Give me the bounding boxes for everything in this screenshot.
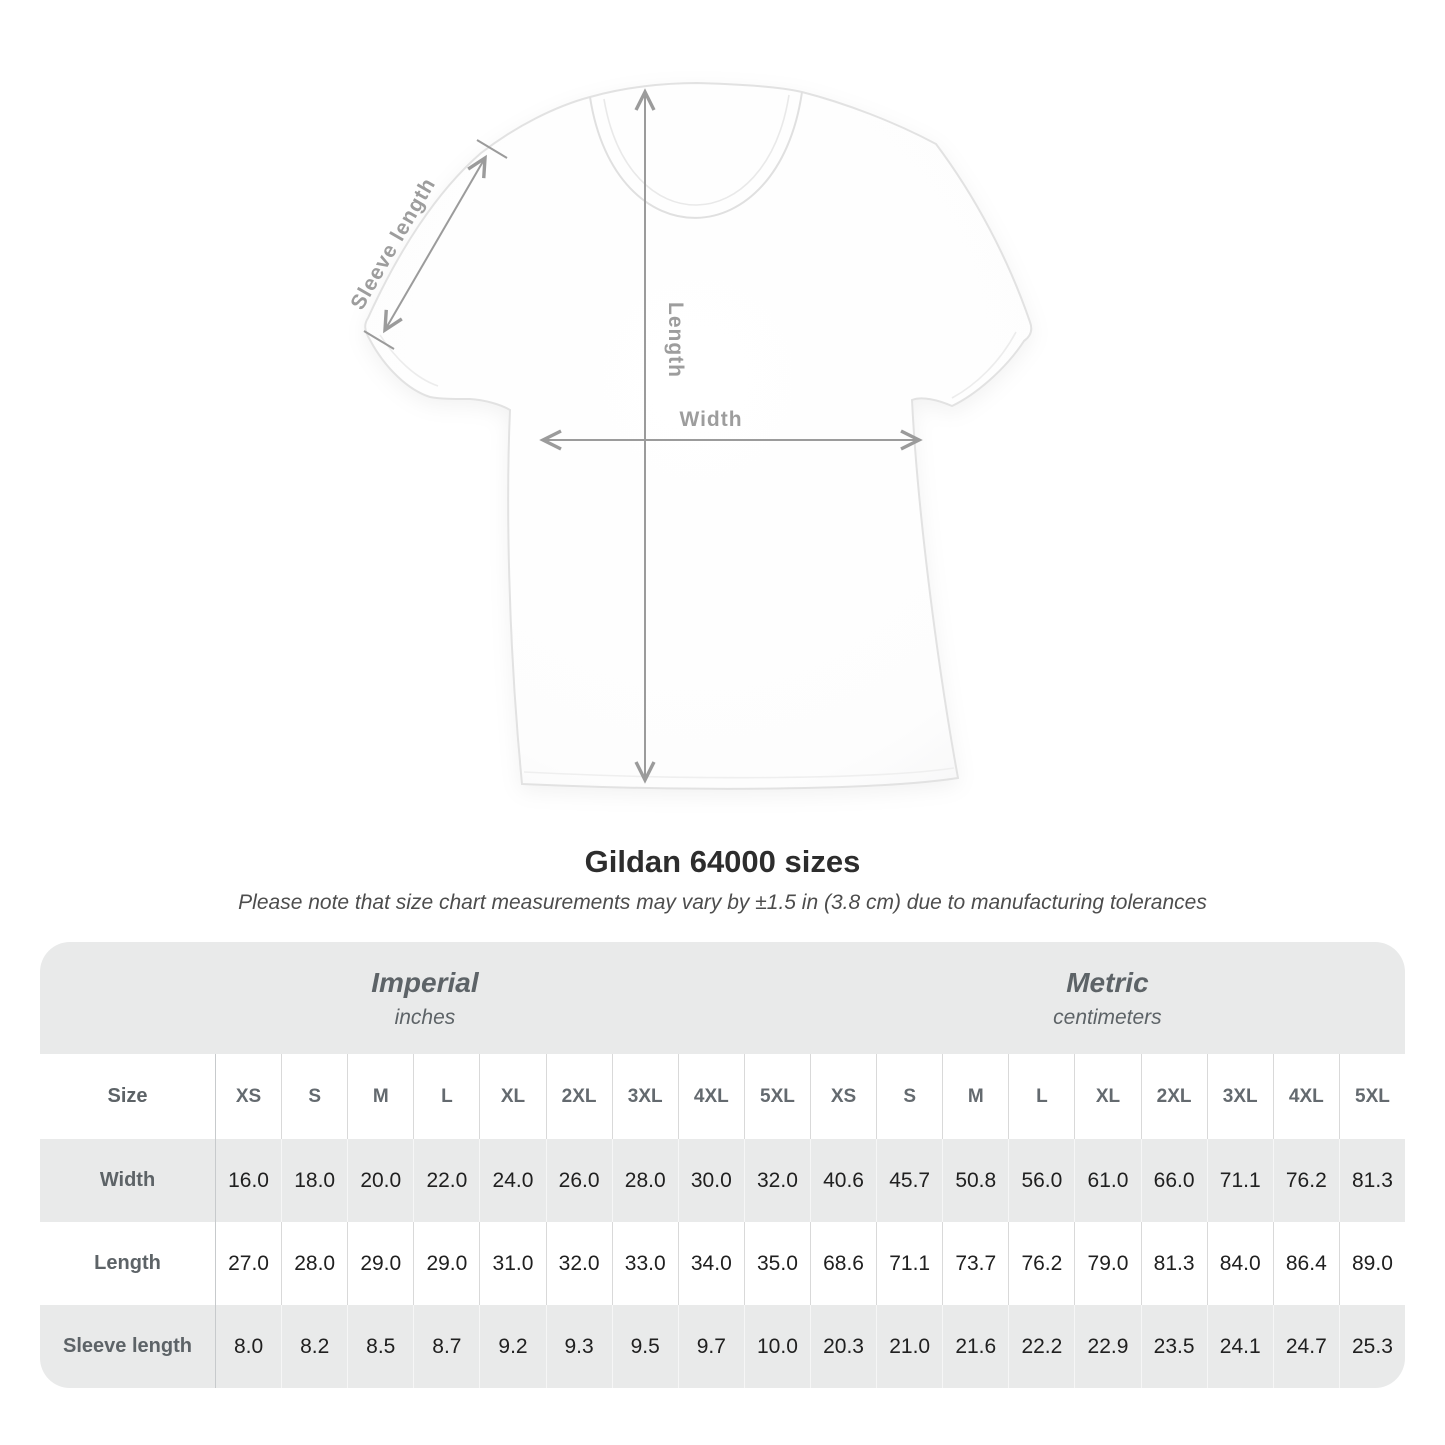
cell-length-imperial-l: 29.0 xyxy=(413,1222,479,1305)
cell-sleeve-length-imperial-2xl: 9.3 xyxy=(545,1305,612,1388)
size-header-imperial-2xl: 2XL xyxy=(545,1054,612,1139)
cell-sleeve-length-metric-xl: 22.9 xyxy=(1074,1305,1141,1388)
cell-length-metric-4xl: 86.4 xyxy=(1272,1222,1339,1305)
cell-sleeve-length-metric-s: 21.0 xyxy=(876,1305,943,1388)
size-header-metric-4xl: 4XL xyxy=(1272,1054,1339,1139)
size-header-metric-xs: XS xyxy=(810,1054,876,1139)
cell-sleeve-length-imperial-s: 8.2 xyxy=(281,1305,348,1388)
metric-unit-label: centimeters xyxy=(1053,1005,1162,1029)
cell-length-metric-5xl: 89.0 xyxy=(1338,1222,1405,1305)
cell-width-metric-2xl: 66.0 xyxy=(1140,1139,1207,1222)
size-header-metric-m: M xyxy=(942,1054,1008,1139)
cell-width-imperial-xs: 16.0 xyxy=(215,1139,282,1222)
cell-length-metric-3xl: 84.0 xyxy=(1206,1222,1273,1305)
cell-length-imperial-3xl: 33.0 xyxy=(611,1222,678,1305)
page-title: Gildan 64000 sizes xyxy=(584,844,861,879)
sleeve-length-arrow xyxy=(383,154,487,334)
cell-sleeve-length-metric-xs: 20.3 xyxy=(810,1305,877,1388)
size-header-imperial-l: L xyxy=(413,1054,479,1139)
size-header-imperial-4xl: 4XL xyxy=(677,1054,744,1139)
tolerance-note: Please note that size chart measurements… xyxy=(238,891,1207,914)
cell-sleeve-length-imperial-l: 8.7 xyxy=(413,1305,480,1388)
cell-sleeve-length-metric-5xl: 25.3 xyxy=(1338,1305,1405,1388)
cell-length-metric-m: 73.7 xyxy=(942,1222,1008,1305)
cell-width-imperial-5xl: 32.0 xyxy=(743,1139,810,1222)
cell-width-imperial-s: 18.0 xyxy=(281,1139,348,1222)
cell-width-metric-s: 45.7 xyxy=(876,1139,943,1222)
size-header-metric-l: L xyxy=(1008,1054,1074,1139)
cell-sleeve-length-metric-m: 21.6 xyxy=(942,1305,1009,1388)
size-header-metric-3xl: 3XL xyxy=(1206,1054,1273,1139)
length-label: Length xyxy=(664,302,687,378)
size-table: Imperial inches Metric centimeters Size X… xyxy=(40,942,1405,1388)
cell-width-metric-xs: 40.6 xyxy=(810,1139,877,1222)
row-label-width: Width xyxy=(40,1139,215,1222)
cell-width-imperial-3xl: 28.0 xyxy=(611,1139,678,1222)
cell-length-imperial-4xl: 34.0 xyxy=(677,1222,744,1305)
size-header-metric-2xl: 2XL xyxy=(1140,1054,1207,1139)
cell-width-metric-5xl: 81.3 xyxy=(1338,1139,1405,1222)
size-row-header: Size xyxy=(107,1085,148,1107)
cell-sleeve-length-imperial-3xl: 9.5 xyxy=(611,1305,678,1388)
cell-length-imperial-s: 28.0 xyxy=(281,1222,347,1305)
cell-width-metric-l: 56.0 xyxy=(1008,1139,1075,1222)
size-grid: Size XS S M L XL 2XL 3XL 4XL 5XL XS S M L XL 2XL 3XL 4XL 5… xyxy=(40,1054,1405,1388)
unit-band: Imperial inches Metric centimeters xyxy=(40,942,1405,1054)
cell-width-imperial-l: 22.0 xyxy=(413,1139,480,1222)
imperial-group-header: Imperial inches xyxy=(40,942,810,1054)
cell-width-imperial-m: 20.0 xyxy=(347,1139,414,1222)
cell-sleeve-length-metric-3xl: 24.1 xyxy=(1206,1305,1273,1388)
cell-width-metric-4xl: 76.2 xyxy=(1272,1139,1339,1222)
tshirt-illustration: Sleeve length Length Width xyxy=(346,81,1033,790)
size-header-imperial-s: S xyxy=(281,1054,347,1139)
size-header-imperial-5xl: 5XL xyxy=(743,1054,810,1139)
metric-label: Metric xyxy=(1066,966,1149,998)
cell-sleeve-length-metric-l: 22.2 xyxy=(1008,1305,1075,1388)
cell-width-metric-3xl: 71.1 xyxy=(1206,1139,1273,1222)
cell-length-imperial-m: 29.0 xyxy=(347,1222,413,1305)
size-header-metric-xl: XL xyxy=(1074,1054,1140,1139)
cell-length-metric-s: 71.1 xyxy=(876,1222,942,1305)
cell-sleeve-length-imperial-4xl: 9.7 xyxy=(677,1305,744,1388)
cell-width-imperial-xl: 24.0 xyxy=(479,1139,546,1222)
width-label: Width xyxy=(679,408,742,431)
cell-sleeve-length-imperial-xl: 9.2 xyxy=(479,1305,546,1388)
sleeve-tick-bottom xyxy=(363,330,395,350)
cell-width-metric-xl: 61.0 xyxy=(1074,1139,1141,1222)
tshirt-shape xyxy=(364,81,1033,790)
cell-sleeve-length-metric-2xl: 23.5 xyxy=(1140,1305,1207,1388)
cell-length-metric-xs: 68.6 xyxy=(810,1222,876,1305)
row-label-sleeve-length: Sleeve length xyxy=(40,1305,215,1388)
cell-length-metric-2xl: 81.3 xyxy=(1140,1222,1207,1305)
metric-group-header: Metric centimeters xyxy=(810,942,1405,1054)
size-header-imperial-3xl: 3XL xyxy=(611,1054,678,1139)
imperial-label: Imperial xyxy=(371,966,479,998)
cell-length-metric-l: 76.2 xyxy=(1008,1222,1074,1305)
cell-width-metric-m: 50.8 xyxy=(942,1139,1009,1222)
size-header-metric-5xl: 5XL xyxy=(1338,1054,1405,1139)
cell-length-imperial-2xl: 32.0 xyxy=(545,1222,612,1305)
cell-sleeve-length-imperial-xs: 8.0 xyxy=(215,1305,282,1388)
size-header-metric-s: S xyxy=(876,1054,942,1139)
cell-width-imperial-2xl: 26.0 xyxy=(545,1139,612,1222)
size-header-imperial-m: M xyxy=(347,1054,413,1139)
cell-length-imperial-xl: 31.0 xyxy=(479,1222,545,1305)
cell-sleeve-length-imperial-5xl: 10.0 xyxy=(743,1305,810,1388)
row-label-length: Length xyxy=(94,1252,161,1274)
size-header-imperial-xs: XS xyxy=(215,1054,281,1139)
size-header-imperial-xl: XL xyxy=(479,1054,545,1139)
cell-length-imperial-5xl: 35.0 xyxy=(743,1222,810,1305)
cell-sleeve-length-metric-4xl: 24.7 xyxy=(1272,1305,1339,1388)
sleeve-tick-top xyxy=(476,139,508,159)
imperial-unit-label: inches xyxy=(394,1005,456,1029)
cell-width-imperial-4xl: 30.0 xyxy=(677,1139,744,1222)
cell-sleeve-length-imperial-m: 8.5 xyxy=(347,1305,414,1388)
cell-length-imperial-xs: 27.0 xyxy=(215,1222,281,1305)
cell-length-metric-xl: 79.0 xyxy=(1074,1222,1140,1305)
tshirt-measurement-diagram: Sleeve length Length Width xyxy=(346,81,1033,790)
